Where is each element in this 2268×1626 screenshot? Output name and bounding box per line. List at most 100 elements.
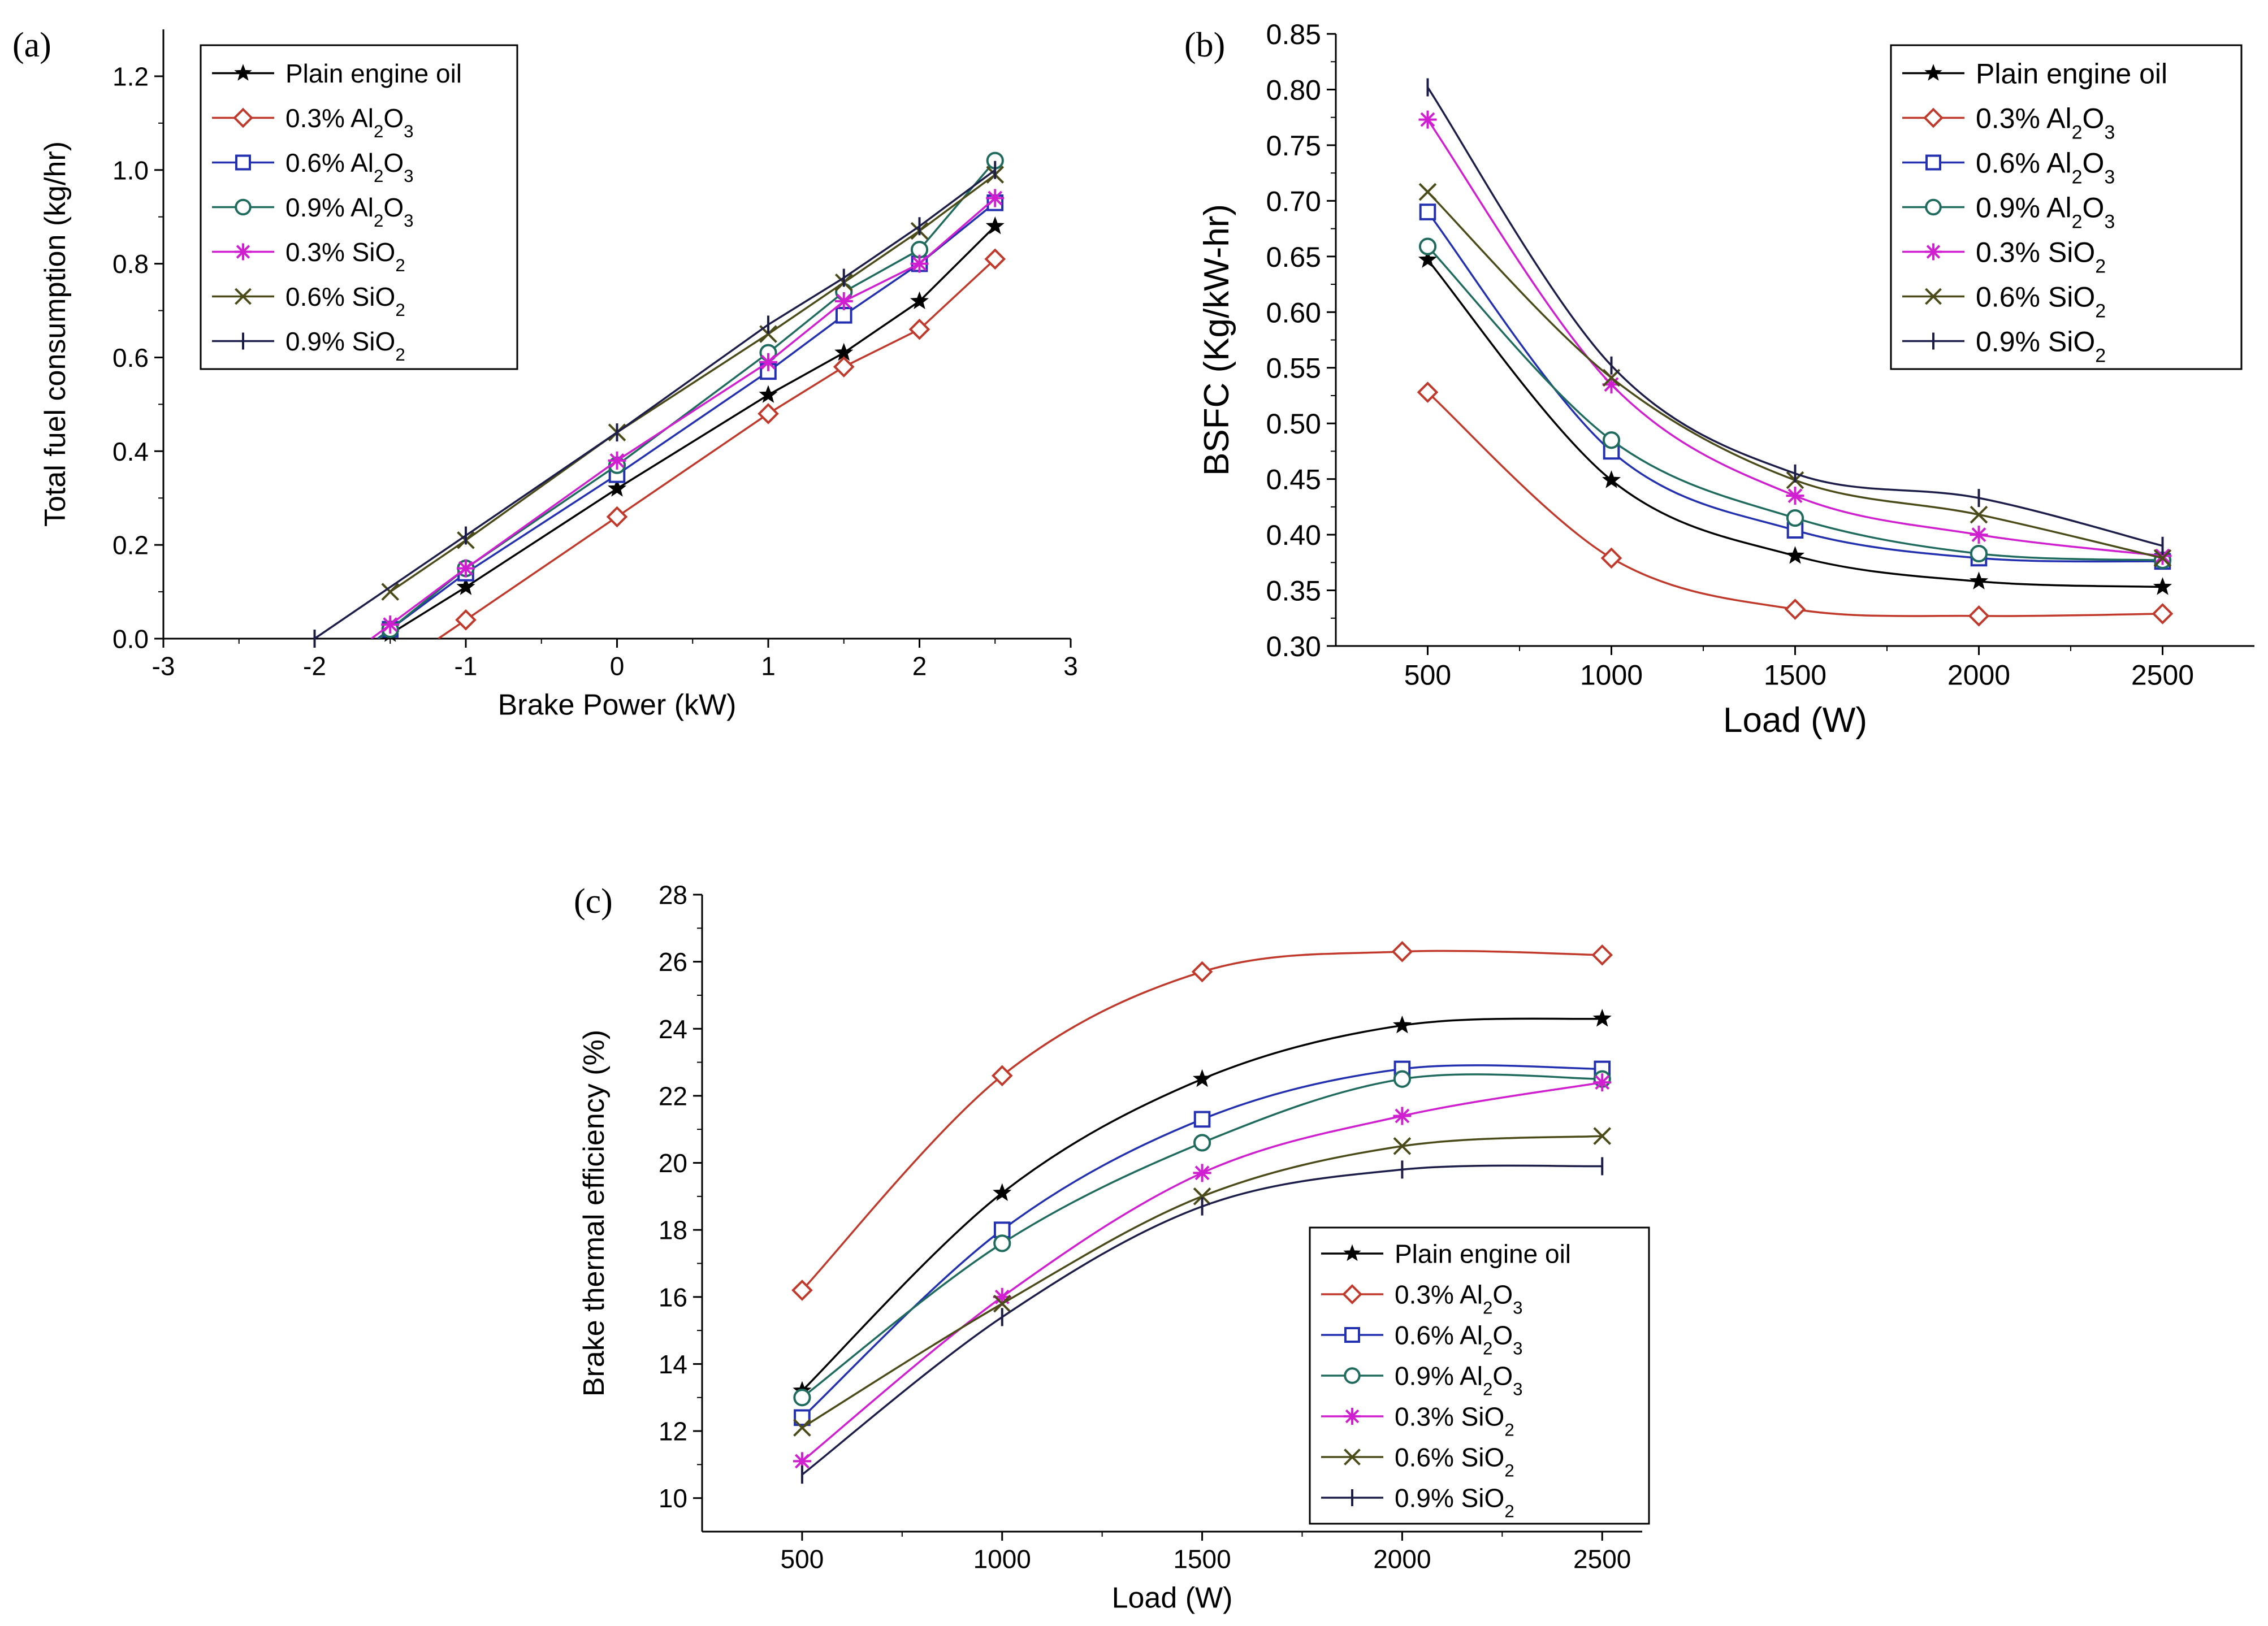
- legend: Plain engine oil 0.3% Al2O3 0.6% Al2O3 0.9%…: [200, 44, 518, 370]
- legend-item: 0.6% Al2O3: [1321, 1321, 1523, 1358]
- series-line: [382, 226, 996, 639]
- data-point: [1193, 1164, 1211, 1182]
- legend-item: Plain engine oil: [1321, 1239, 1571, 1269]
- y-axis-title: Brake thermal efficiency (%): [578, 1030, 611, 1397]
- legend-label: Plain engine oil: [1976, 58, 2167, 90]
- data-point: [1969, 571, 1989, 589]
- legend-item: 0.3% SiO2: [1321, 1402, 1514, 1440]
- data-point: [993, 1183, 1012, 1202]
- data-point: [381, 615, 400, 634]
- legend-label: 0.3% SiO2: [1395, 1402, 1514, 1440]
- data-point: [993, 1287, 1011, 1306]
- legend-label: 0.6% SiO2: [1976, 281, 2106, 322]
- legend-label: 0.9% Al2O3: [1395, 1361, 1523, 1399]
- y-tick-label: 0.85: [1266, 19, 1321, 50]
- data-point: [1786, 509, 1804, 527]
- legend-label: 0.3% SiO2: [1976, 237, 2106, 277]
- legend-label: Plain engine oil: [285, 59, 462, 88]
- series-4: [793, 1073, 1612, 1471]
- series-1: [1417, 381, 2174, 627]
- data-point: [1391, 941, 1413, 962]
- data-point: [991, 1065, 1013, 1087]
- x-tick-label: -2: [303, 651, 326, 680]
- legend-label: 0.9% SiO2: [1976, 326, 2106, 367]
- series-3: [793, 1070, 1611, 1407]
- legend-item: Plain engine oil: [1902, 58, 2167, 90]
- legend-marker: [1342, 1284, 1362, 1304]
- y-axis-title: BSFC (Kg/kW-hr): [1197, 204, 1236, 476]
- legend-label: Plain engine oil: [1395, 1239, 1571, 1269]
- data-point: [1785, 546, 1805, 564]
- legend-item: 0.3% SiO2: [212, 237, 405, 275]
- panel-letter: (b): [1184, 26, 1225, 64]
- chart-panel-b: (b) 500 1000 1500 2000 2500 0.30 0.35 0.40 0.45 0.…: [1184, 19, 2254, 740]
- data-point: [1970, 505, 1988, 524]
- data-point: [910, 291, 929, 310]
- y-tick-label: 0.4: [112, 437, 149, 466]
- x-tick-label: 1: [761, 651, 776, 680]
- legend-label: 0.3% Al2O3: [285, 103, 414, 141]
- legend-item: 0.6% SiO2: [1321, 1443, 1514, 1480]
- y-tick-label: 0.45: [1266, 464, 1321, 496]
- legend-item: Plain engine oil: [212, 59, 462, 88]
- legend-label: 0.9% SiO2: [1395, 1484, 1514, 1521]
- data-point: [1418, 183, 1437, 201]
- x-tick-label: -1: [455, 651, 478, 680]
- data-point: [984, 248, 1006, 270]
- series-line: [378, 160, 996, 639]
- panel-letter: (a): [12, 26, 51, 64]
- legend-label: 0.9% SiO2: [285, 327, 405, 365]
- legend-item: 0.6% Al2O3: [1902, 148, 2115, 188]
- series-line: [1427, 86, 2163, 547]
- series-line: [801, 1135, 1603, 1429]
- data-point: [793, 1419, 811, 1437]
- data-point: [1784, 599, 1806, 620]
- series-line: [801, 949, 1603, 1291]
- data-point: [607, 479, 627, 497]
- y-tick-label: 12: [659, 1417, 687, 1446]
- y-tick-label: 0.75: [1266, 130, 1321, 162]
- x-axis-title: Load (W): [1112, 1582, 1233, 1615]
- series-6: [1426, 78, 2164, 555]
- data-point: [2153, 549, 2172, 567]
- series-line: [1427, 211, 2163, 563]
- data-point: [1193, 1134, 1211, 1152]
- legend-marker: [1344, 1408, 1361, 1425]
- legend-item: 0.9% SiO2: [1321, 1484, 1514, 1521]
- y-tick-label: 20: [659, 1148, 687, 1178]
- legend-marker: [1925, 243, 1942, 261]
- data-point: [2153, 547, 2172, 565]
- legend-marker: [1344, 1367, 1361, 1384]
- series-line: [801, 1164, 1603, 1476]
- series-line: [801, 1017, 1603, 1392]
- data-point: [791, 1280, 813, 1301]
- legend-label: 0.6% SiO2: [285, 282, 405, 320]
- y-tick-label: 28: [659, 881, 687, 910]
- legend-item: 0.6% Al2O3: [212, 148, 414, 186]
- y-tick-label: 0.0: [112, 625, 149, 654]
- data-point: [1970, 526, 1988, 544]
- data-point: [1602, 470, 1621, 488]
- x-tick-label: 2500: [1573, 1544, 1631, 1573]
- data-point: [1593, 1073, 1612, 1092]
- data-point: [793, 1452, 811, 1471]
- y-tick-label: 0.60: [1266, 297, 1321, 328]
- data-point: [1418, 237, 1437, 255]
- data-point: [908, 318, 930, 340]
- legend-label: 0.6% Al2O3: [1976, 148, 2115, 188]
- data-point: [2152, 603, 2174, 625]
- x-axis-title: Brake Power (kW): [498, 689, 737, 722]
- legend-marker: [1925, 154, 1941, 171]
- data-point: [1593, 1127, 1612, 1145]
- data-point: [759, 385, 778, 403]
- legend-item: 0.3% Al2O3: [1321, 1280, 1523, 1317]
- series-6: [313, 161, 997, 648]
- x-tick-label: 2500: [2131, 660, 2194, 691]
- legend-item: 0.3% SiO2: [1902, 237, 2106, 277]
- data-point: [993, 1294, 1011, 1313]
- series-0: [1418, 250, 2172, 595]
- chart-panel-a: (a) -3 -2 -1 0 1 2 3 0.0 0.2 0.4 0.6 0.8 1.0 1.2 Brake …: [12, 26, 1078, 722]
- y-tick-label: 0.55: [1266, 353, 1321, 384]
- legend-label: 0.6% Al2O3: [285, 148, 414, 186]
- data-point: [910, 254, 929, 273]
